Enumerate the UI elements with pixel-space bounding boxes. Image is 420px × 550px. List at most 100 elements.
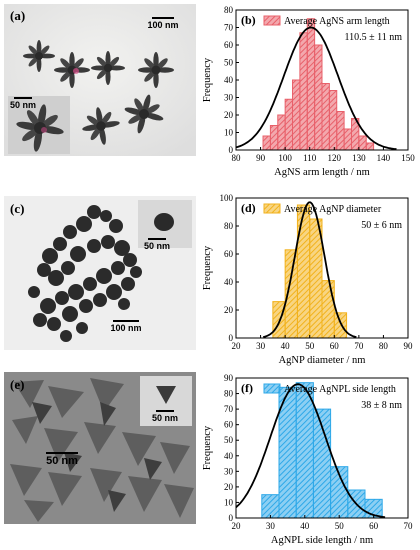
tem-image-nanostars	[4, 4, 196, 156]
histogram-bar	[321, 280, 335, 339]
gaussian-fit-line	[235, 383, 386, 518]
tem-nanoparticles-svg	[4, 196, 196, 350]
x-axis-label: AgNS arm length / nm	[274, 167, 370, 178]
mean-sd-annotation: 110.5 ± 11 nm	[344, 32, 402, 43]
x-tick-label: 130	[352, 153, 366, 163]
legend-swatch	[263, 383, 281, 394]
scale-bar-e-main: 50 nm	[40, 452, 84, 467]
y-tick-label: 30	[224, 466, 234, 476]
y-tick-label: 40	[224, 451, 234, 461]
histogram-bar	[272, 301, 286, 339]
y-axis-label: Frequency	[202, 245, 213, 290]
histogram-bar	[321, 83, 330, 151]
histogram-bar	[269, 125, 279, 151]
x-tick-label: 80	[379, 341, 389, 351]
y-tick-label: 70	[224, 404, 234, 414]
x-tick-label: 60	[369, 521, 379, 531]
scale-bar-a-main: 100 nm	[146, 17, 180, 30]
y-tick-label: 20	[224, 110, 234, 120]
x-tick-label: 40	[300, 521, 310, 531]
legend-label: Average AgNS arm length	[284, 16, 390, 27]
scale-bar-c-inset: 50 nm	[140, 238, 174, 251]
tem-image-nanoparticles	[4, 196, 196, 350]
x-tick-label: 140	[377, 153, 391, 163]
histogram-bar	[343, 128, 352, 151]
x-tick-label: 90	[256, 153, 266, 163]
x-tick-label: 30	[266, 521, 276, 531]
scale-bar-c-main: 100 nm	[108, 320, 144, 333]
histogram-bar	[306, 18, 316, 151]
panel-label: (d)	[241, 201, 256, 215]
legend-label: Average AgNP diameter	[284, 204, 382, 215]
y-tick-label: 60	[224, 249, 234, 259]
y-tick-label: 40	[224, 277, 234, 287]
legend-swatch	[263, 203, 281, 214]
scale-bar-e-inset-label: 50 nm	[151, 413, 178, 423]
x-axis-label: AgNPL side length / nm	[271, 535, 373, 546]
scale-bar-c-main-label: 100 nm	[110, 323, 142, 333]
y-tick-label: 60	[224, 420, 234, 430]
y-tick-label: 10	[224, 128, 234, 138]
tem-image-nanoplates	[4, 372, 196, 524]
scale-bar-e-main-label: 50 nm	[46, 455, 78, 467]
histogram-bar	[333, 312, 348, 339]
mean-sd-annotation: 50 ± 6 nm	[361, 220, 402, 231]
histogram-bar	[314, 44, 323, 151]
y-tick-label: 30	[224, 93, 234, 103]
x-tick-label: 100	[278, 153, 292, 163]
x-tick-label: 20	[232, 521, 242, 531]
x-tick-label: 70	[404, 521, 414, 531]
plot-frame	[235, 377, 409, 519]
x-tick-label: 120	[328, 153, 342, 163]
y-tick-label: 80	[224, 221, 234, 231]
histogram-bar	[284, 98, 294, 151]
y-axis-label: Frequency	[202, 425, 213, 470]
x-tick-label: 20	[232, 341, 242, 351]
x-tick-label: 80	[232, 153, 242, 163]
panel-a-label: (a)	[10, 8, 26, 23]
gaussian-fit-line	[262, 201, 357, 338]
x-tick-label: 30	[256, 341, 266, 351]
panel-e-label: (e)	[10, 377, 25, 392]
gaussian-fit-line	[235, 26, 397, 151]
panel-label: (b)	[241, 13, 256, 27]
x-tick-label: 40	[281, 341, 291, 351]
x-tick-label: 70	[354, 341, 364, 351]
tem-nanoplates-svg	[4, 372, 196, 524]
x-tick-label: 110	[303, 153, 317, 163]
y-tick-label: 20	[224, 482, 234, 492]
tem-nanostars-svg	[4, 4, 196, 156]
histogram-agns-arm-length: 80 90 100 110 120 130 140 150 0 10 20 30 40 50 60 70 80 A…	[202, 5, 415, 178]
histogram-bar	[296, 204, 311, 339]
mean-sd-annotation: 38 ± 8 nm	[361, 400, 402, 411]
y-tick-label: 50	[224, 58, 234, 68]
scale-bar-a-main-label: 100 nm	[147, 20, 179, 30]
panel-label: (f)	[241, 381, 253, 395]
scale-bar-e-inset: 50 nm	[150, 410, 180, 423]
y-axis-label: Frequency	[202, 57, 213, 102]
y-tick-label: 40	[224, 75, 234, 85]
histogram-bar	[358, 135, 367, 151]
histogram-bar	[365, 142, 375, 151]
scale-bar-c-inset-label: 50 nm	[143, 241, 170, 251]
histogram-bar	[261, 494, 280, 519]
y-tick-label: 100	[220, 193, 234, 203]
y-tick-label: 90	[224, 373, 234, 383]
y-tick-label: 0	[229, 513, 234, 523]
x-tick-label: 90	[404, 341, 414, 351]
y-tick-label: 60	[224, 40, 234, 50]
histogram-agnpl-side-length: 20 30 40 50 60 70 0 10 20 30 40 50 60 70 80 90 AgNPL sid…	[202, 373, 414, 546]
y-tick-label: 0	[229, 333, 234, 343]
y-tick-label: 10	[224, 497, 234, 507]
panel-c-label: (c)	[10, 201, 25, 216]
legend-label: Average AgNPL side length	[284, 384, 396, 395]
x-tick-label: 150	[401, 153, 415, 163]
y-tick-label: 80	[224, 389, 234, 399]
scale-bar-a-inset: 50 nm	[8, 97, 38, 110]
histogram-bar	[292, 79, 301, 151]
histogram-bar	[299, 32, 308, 151]
legend-swatch	[263, 15, 281, 26]
histogram-bar	[277, 114, 286, 151]
histogram-bar	[328, 90, 338, 151]
